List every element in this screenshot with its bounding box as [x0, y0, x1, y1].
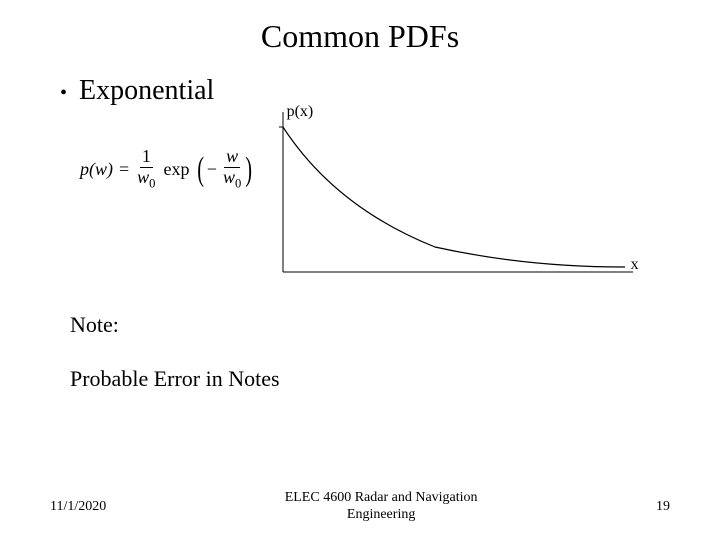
formula-arg: − w w0	[207, 147, 243, 191]
frac2-den: w0	[221, 168, 243, 191]
bullet-marker: •	[60, 82, 67, 105]
formula-frac2: w w0	[221, 147, 243, 191]
formula-exp: exp	[163, 159, 189, 180]
footer: 11/1/2020 ELEC 4600 Radar and Navigation…	[0, 490, 720, 524]
footer-course-l2: Engineering	[347, 507, 415, 522]
formula-paren: ( − w w0 )	[195, 147, 254, 191]
page-title: Common PDFs	[40, 18, 680, 55]
formula-frac1: 1 w0	[135, 147, 157, 191]
graph: p(x) x	[275, 107, 635, 282]
note-line2: Probable Error in Notes	[70, 366, 680, 392]
formula: p(w) = 1 w0 exp ( − w w0	[80, 147, 255, 191]
footer-page: 19	[656, 499, 670, 515]
frac1-den: w0	[135, 168, 157, 191]
content-row: p(w) = 1 w0 exp ( − w w0	[80, 117, 680, 282]
note-block: Note: Probable Error in Notes	[70, 312, 680, 392]
graph-xlabel: x	[631, 256, 639, 274]
footer-course: ELEC 4600 Radar and Navigation Engineeri…	[285, 490, 478, 524]
formula-lhs: p(w)	[80, 159, 113, 180]
footer-course-l1: ELEC 4600 Radar and Navigation	[285, 490, 478, 505]
footer-date: 11/1/2020	[50, 499, 106, 515]
graph-ylabel: p(x)	[287, 103, 314, 121]
bullet-text: Exponential	[79, 75, 214, 107]
rparen-icon: )	[246, 156, 253, 183]
bullet-item: • Exponential	[60, 75, 680, 107]
note-line1: Note:	[70, 312, 680, 338]
slide: Common PDFs • Exponential p(w) = 1 w0 ex…	[0, 0, 720, 540]
formula-eq: =	[119, 159, 129, 180]
graph-svg	[275, 107, 635, 277]
frac1-num: 1	[140, 147, 153, 168]
lparen-icon: (	[198, 156, 205, 183]
frac2-num: w	[224, 147, 240, 168]
minus-sign: −	[207, 159, 217, 180]
